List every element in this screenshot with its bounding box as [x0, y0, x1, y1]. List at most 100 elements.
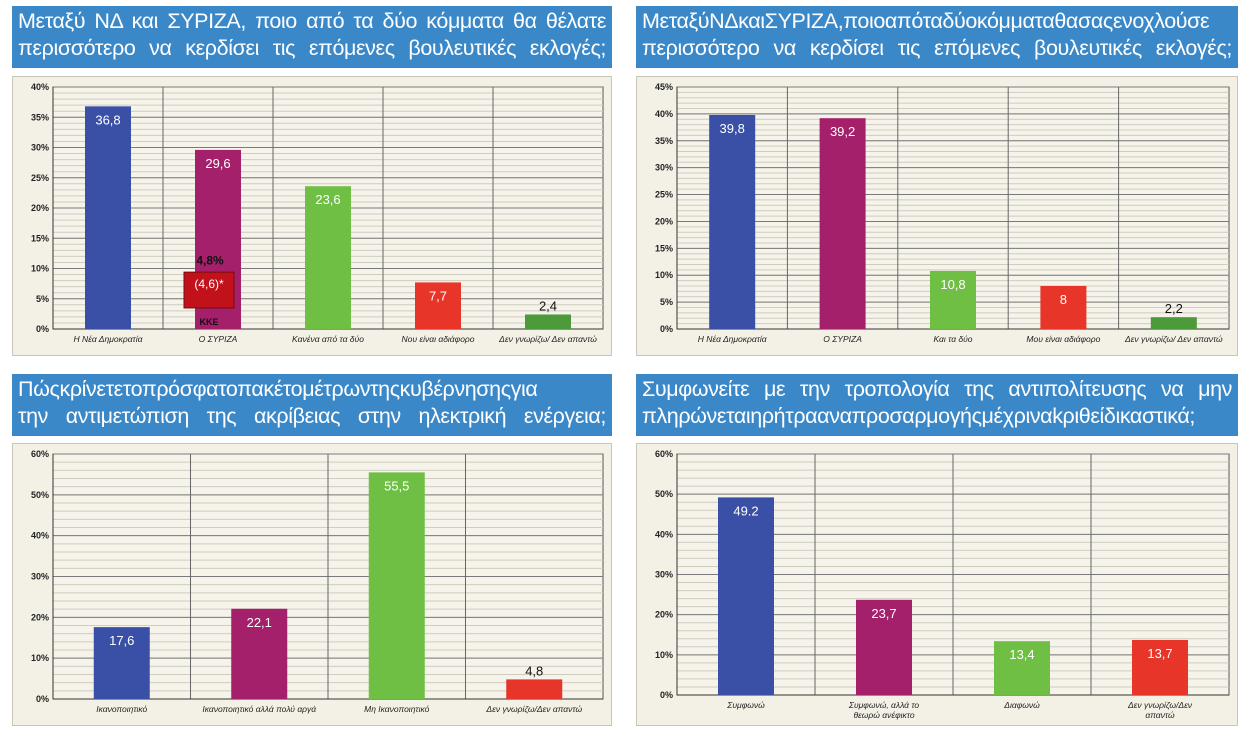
y-tick-label: 20% — [655, 216, 673, 226]
data-label: 39,8 — [720, 121, 745, 136]
y-tick-label: 15% — [655, 243, 673, 253]
y-tick-label: 10% — [31, 264, 49, 274]
bar-chart-3: 0% 10% 20% 30% 40% 50% 60% 17,6 Ικανοποιητικό 22,… — [31, 449, 604, 714]
x-category-label: θεωρώ ανέφικτο — [853, 710, 914, 720]
chart-panel-3: Πώςκρίνετετοπρόσφατοπακέτομέτρωντηςκυβέρ… — [12, 374, 612, 726]
x-category-label: Διαφωνώ — [1003, 700, 1040, 710]
y-tick-label: 40% — [31, 82, 49, 92]
data-label: 39,2 — [830, 124, 855, 139]
bar — [85, 106, 131, 329]
data-label: 49.2 — [733, 503, 758, 518]
bar — [1040, 285, 1087, 329]
bar — [93, 627, 150, 699]
y-tick-label: 25% — [31, 173, 49, 183]
annotation-value: 4,8% — [196, 253, 224, 267]
data-label: 23,6 — [315, 192, 340, 207]
x-category-label: Η Νέα Δημοκρατία — [74, 334, 144, 344]
data-label: 22,1 — [247, 615, 272, 630]
annotation-box-text: (4,6)* — [194, 277, 224, 291]
x-category-label: Μου είναι αδιάφορο — [1026, 334, 1100, 344]
bar — [231, 608, 288, 699]
y-tick-label: 30% — [655, 570, 673, 580]
y-tick-label: 10% — [31, 653, 49, 663]
data-label: 36,8 — [95, 112, 120, 127]
data-label: 7,7 — [429, 288, 447, 303]
bar — [819, 118, 866, 329]
chart-title-3-line-1: Πώςκρίνετετοπρόσφατοπακέτομέτρωντηςκυβέρ… — [18, 377, 538, 401]
y-tick-label: 10% — [655, 270, 673, 280]
bar-chart-1: 0% 5% 10% 15% 20% 25% 30% 35% 40% 36,8 Η Νέα Δημοκ… — [31, 82, 604, 344]
chart-panel-1: Μεταξύ ΝΔ και ΣΥΡΙΖΑ, ποιο από τα δύο κό… — [12, 6, 612, 356]
x-category-label: Και τα δύο — [933, 334, 972, 344]
y-tick-label: 20% — [31, 203, 49, 213]
y-tick-label: 0% — [36, 694, 49, 704]
y-tick-label: 60% — [31, 449, 49, 459]
x-category-label: Δεν γνωρίζω/Δεν απαντώ — [485, 704, 582, 714]
data-label: 23,7 — [871, 606, 896, 621]
x-category-label: Συμφωνώ, αλλά το — [848, 700, 920, 710]
x-category-label: Η Νέα Δημοκρατία — [698, 334, 768, 344]
x-category-label: απαντώ — [1145, 710, 1175, 720]
x-category-label: Νου είναι αδιάφορο — [401, 334, 474, 344]
y-tick-label: 20% — [655, 610, 673, 620]
bar — [525, 314, 571, 329]
x-category-label: Δεν γνωρίζω/ Δεν απαντώ — [1124, 334, 1223, 344]
y-tick-label: 30% — [655, 163, 673, 173]
y-tick-label: 40% — [655, 529, 673, 539]
data-label: 8 — [1060, 292, 1067, 307]
y-tick-label: 50% — [655, 489, 673, 499]
x-category-label: Ο ΣΥΡΙΖΑ — [823, 334, 862, 344]
bar — [1150, 317, 1197, 329]
chart-title-4: Συμφωνείτε με την τροπολογία της αντιπολ… — [636, 374, 1238, 436]
y-tick-label: 60% — [655, 449, 673, 459]
x-category-label: Κανένα από τα δύο — [292, 334, 364, 344]
y-tick-label: 0% — [660, 324, 673, 334]
x-category-label: Συμφωνώ — [726, 700, 765, 710]
bar — [368, 472, 425, 699]
bar — [709, 114, 756, 329]
y-tick-label: 0% — [660, 690, 673, 700]
bar — [305, 186, 351, 329]
x-category-label: Ικανοποιητικό αλλά πολύ αργά — [202, 704, 317, 714]
bar — [506, 679, 563, 699]
bar-chart-4: 0% 10% 20% 30% 40% 50% 60% 49.2 Συμφωνώ 23,7 Συμφω… — [655, 449, 1230, 720]
x-category-label: Ικανοποιητικό — [96, 704, 147, 714]
y-tick-label: 0% — [36, 324, 49, 334]
data-label: 4,8 — [525, 663, 543, 678]
bar — [718, 497, 774, 695]
x-category-label: Δεν γνωρίζω/Δεν — [1127, 700, 1193, 710]
data-label: 55,5 — [384, 478, 409, 493]
y-tick-label: 30% — [31, 143, 49, 153]
y-tick-label: 20% — [31, 612, 49, 622]
x-category-label: Μη Ικανοποιητικό — [364, 704, 429, 714]
y-tick-label: 30% — [31, 572, 49, 582]
y-tick-label: 5% — [660, 297, 673, 307]
bar — [415, 282, 461, 329]
chart-title-2-line-1: ΜεταξύΝΔκαιΣΥΡΙΖΑ,ποιοαπόταδύοκόμματαθασ… — [642, 9, 1210, 33]
chart-title-1-line-1: Μεταξύ ΝΔ και ΣΥΡΙΖΑ, ποιο από τα δύο κό… — [18, 9, 606, 33]
chart-panel-2: ΜεταξύΝΔκαιΣΥΡΙΖΑ,ποιοαπόταδύοκόμματαθασ… — [636, 6, 1238, 356]
annotation-box — [183, 271, 235, 309]
y-tick-label: 25% — [655, 190, 673, 200]
chart-title-1-line-2: περισσότερο να κερδίσει τις επόμενες βου… — [18, 36, 606, 60]
chart-title-3: Πώςκρίνετετοπρόσφατοπακέτομέτρωντηςκυβέρ… — [12, 374, 612, 436]
chart-title-3-line-2: την αντιμετώπιση της ακρίβειας στην ηλεκ… — [18, 404, 606, 428]
data-label: 29,6 — [205, 156, 230, 171]
bar — [856, 599, 912, 695]
chart-title-2: ΜεταξύΝΔκαιΣΥΡΙΖΑ,ποιοαπόταδύοκόμματαθασ… — [636, 6, 1238, 68]
y-tick-label: 40% — [655, 109, 673, 119]
data-label: 2,2 — [1165, 301, 1183, 316]
data-label: 13,4 — [1009, 647, 1034, 662]
y-tick-label: 10% — [655, 650, 673, 660]
y-tick-label: 5% — [36, 294, 49, 304]
chart-title-4-line-2: πληρώνεταιηρήτρααναπροσαρμογήςμέχριναkρι… — [642, 404, 1195, 428]
bar — [1132, 639, 1188, 695]
bar-chart-2: 0% 5% 10% 15% 20% 25% 30% 35% 40% 45% 39,8 Η Νέα Δη… — [655, 82, 1230, 344]
data-label: 10,8 — [940, 277, 965, 292]
chart-title-4-line-1: Συμφωνείτε με την τροπολογία της αντιπολ… — [642, 377, 1232, 401]
bar — [930, 270, 976, 329]
y-tick-label: 40% — [31, 531, 49, 541]
annotation-label: ΚΚΕ — [199, 317, 218, 327]
y-tick-label: 45% — [655, 82, 673, 92]
x-category-label: Δεν γνωρίζω/ Δεν απαντώ — [498, 334, 597, 344]
